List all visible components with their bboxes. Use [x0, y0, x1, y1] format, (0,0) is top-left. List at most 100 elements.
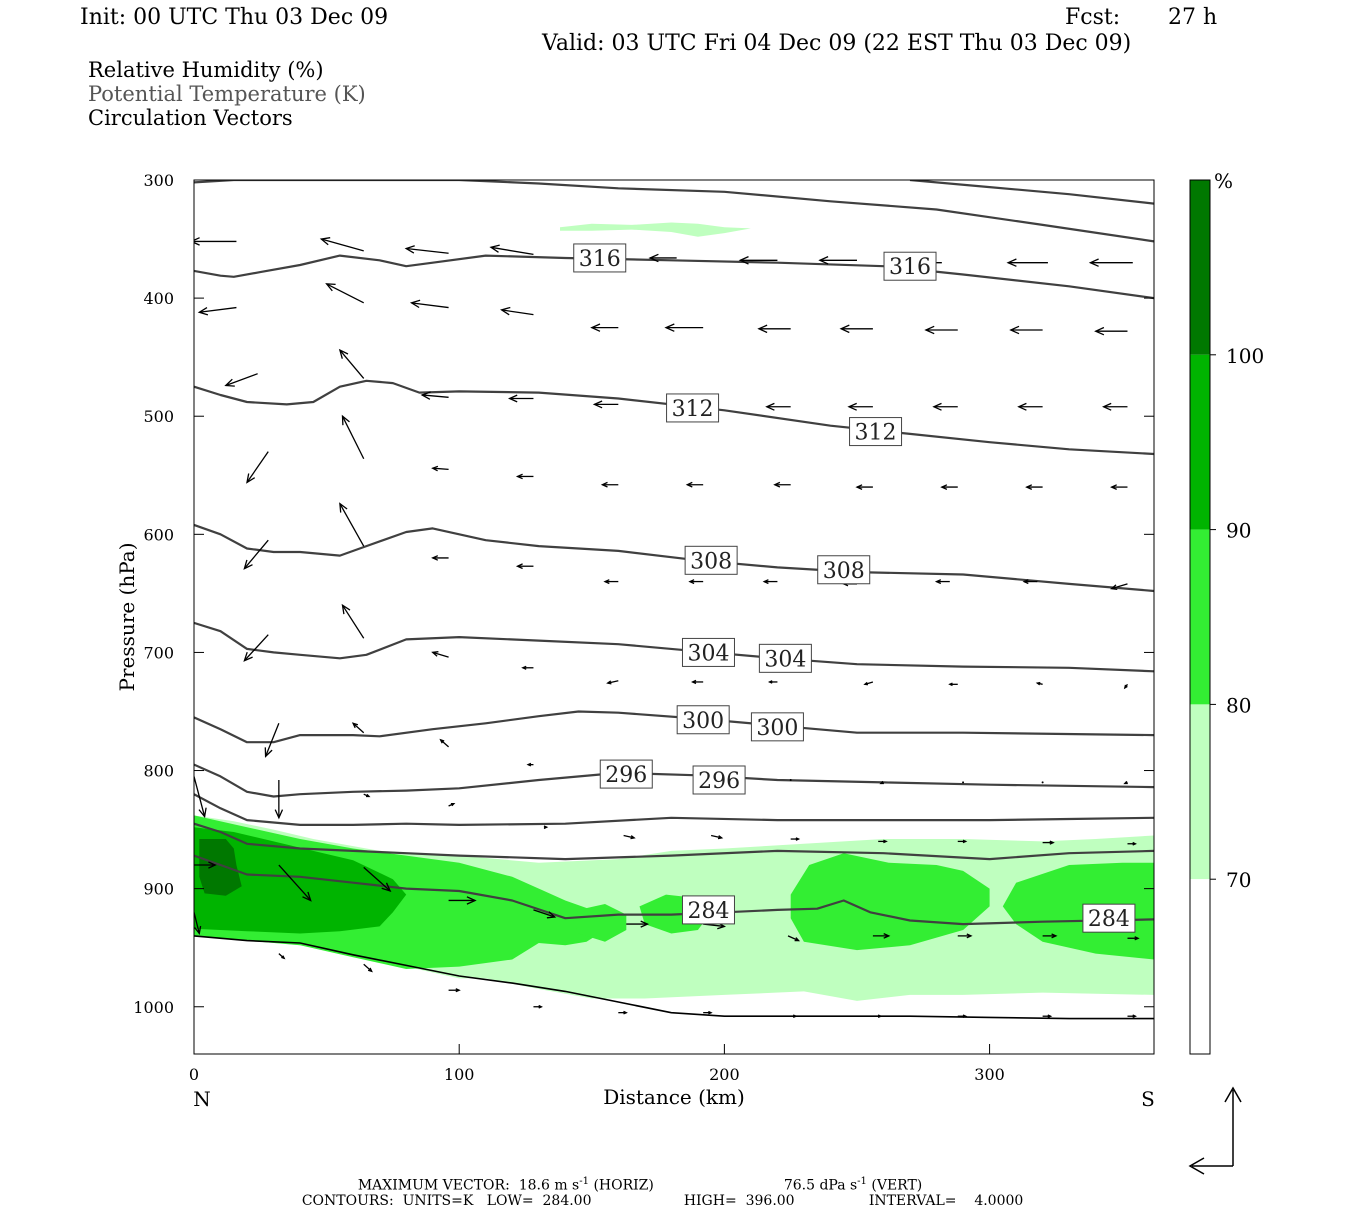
vector-head	[439, 738, 445, 744]
vector-head	[600, 481, 608, 488]
circulation-vector	[521, 665, 534, 670]
circulation-vector	[1110, 484, 1128, 490]
isentrope-label-296: 296	[599, 759, 653, 789]
circulation-vector	[243, 634, 269, 662]
vector-head	[224, 378, 235, 387]
vector-shaft	[339, 349, 365, 379]
vector-head	[339, 502, 348, 513]
label-box	[750, 712, 804, 742]
label-box	[666, 393, 720, 423]
rh-80-area	[790, 853, 990, 951]
vector-head	[1102, 402, 1112, 411]
vector-shaft	[501, 309, 534, 316]
horiz-exp: -1	[579, 1176, 589, 1187]
vector-head	[1134, 936, 1140, 941]
vector-shaft	[787, 935, 799, 942]
isentrope-label-304: 304	[758, 643, 812, 673]
label-box	[684, 545, 738, 575]
vector-shaft	[432, 467, 449, 471]
contours-label: CONTOURS:	[301, 1193, 394, 1209]
circulation-vector	[533, 909, 557, 919]
label-text: 300	[682, 709, 724, 734]
circulation-vector	[448, 802, 456, 807]
circulation-vector	[738, 256, 778, 265]
vector-shaft	[194, 776, 206, 817]
vector-head	[281, 955, 286, 960]
vector-shaft	[703, 923, 725, 928]
isentrope-308	[194, 523, 1154, 593]
vector-head	[1132, 841, 1137, 846]
vector-shaft	[623, 834, 635, 839]
vector-head	[603, 579, 610, 585]
label-box	[681, 895, 735, 925]
vector-head	[1123, 684, 1128, 690]
rh-100-area	[199, 839, 242, 896]
vector-head	[592, 400, 603, 409]
isentrope-304	[194, 621, 1154, 673]
vector-head	[767, 680, 773, 684]
circulation-vector	[957, 1014, 968, 1018]
vector-head	[1049, 840, 1055, 845]
circulation-vector	[626, 920, 650, 928]
circulation-vector	[1102, 402, 1128, 411]
rh-70-area	[560, 222, 751, 237]
circulation-vector	[363, 793, 371, 798]
vector-shaft	[1111, 583, 1128, 590]
circulation-vector	[855, 484, 873, 490]
colorbar-unit: %	[1214, 169, 1233, 193]
vector-head	[351, 722, 359, 729]
vector-head	[818, 256, 829, 265]
vector-head	[1051, 933, 1058, 939]
vector-shaft	[341, 604, 365, 639]
circulation-vector	[431, 465, 449, 472]
label-text: 304	[687, 641, 729, 666]
colorbar-band	[1190, 180, 1210, 355]
vector-head	[648, 253, 659, 263]
circulation-vector	[351, 722, 365, 734]
y-tick-label: 1000	[133, 998, 174, 1017]
label-text: 312	[672, 397, 714, 422]
circulation-vector	[765, 402, 791, 411]
vert-value: 76.5	[783, 1177, 815, 1194]
vector-head	[1006, 258, 1017, 267]
isentrope-324	[909, 180, 1154, 205]
vert-exp: -1	[857, 1176, 867, 1187]
y-tick-label: 600	[143, 525, 174, 544]
interval-label: INTERVAL=	[868, 1193, 957, 1209]
colorbar-band	[1190, 354, 1210, 530]
vector-head	[932, 402, 942, 411]
vector-head	[934, 579, 942, 585]
circulation-vector	[590, 323, 619, 332]
legend-vectors: Circulation Vectors	[88, 106, 293, 130]
circulation-vector	[1123, 780, 1128, 785]
vector-shaft	[422, 394, 449, 398]
circulation-vector	[339, 502, 365, 547]
vector-head	[538, 1004, 543, 1009]
forecast-hour: 27 h	[1168, 5, 1218, 30]
footer-high: HIGH= 396.00	[666, 1177, 795, 1225]
vector-shaft	[326, 283, 365, 304]
vert-tag: (VERT)	[871, 1177, 923, 1194]
label-text: 304	[764, 647, 806, 672]
vector-shaft	[278, 864, 312, 901]
vector-shaft	[352, 722, 365, 734]
circulation-vector	[818, 256, 857, 265]
vector-head	[623, 1010, 628, 1015]
reference-vector	[1188, 1086, 1242, 1175]
vector-head	[765, 402, 775, 411]
vector-head	[738, 256, 749, 265]
circulation-vector	[932, 402, 958, 411]
circulation-vector	[1127, 936, 1140, 941]
colorbar-label: 100	[1226, 344, 1264, 368]
label-text: 284	[687, 899, 729, 924]
circulation-vector	[648, 253, 677, 263]
vector-head	[508, 394, 518, 403]
vector-head	[515, 473, 523, 480]
circulation-vector	[872, 1014, 883, 1018]
vector-head	[883, 933, 891, 939]
vector-head	[1094, 326, 1105, 336]
isentrope-292	[194, 793, 1154, 827]
circulation-vector	[319, 237, 364, 252]
vector-head	[366, 793, 371, 798]
vector-shaft	[339, 503, 365, 547]
